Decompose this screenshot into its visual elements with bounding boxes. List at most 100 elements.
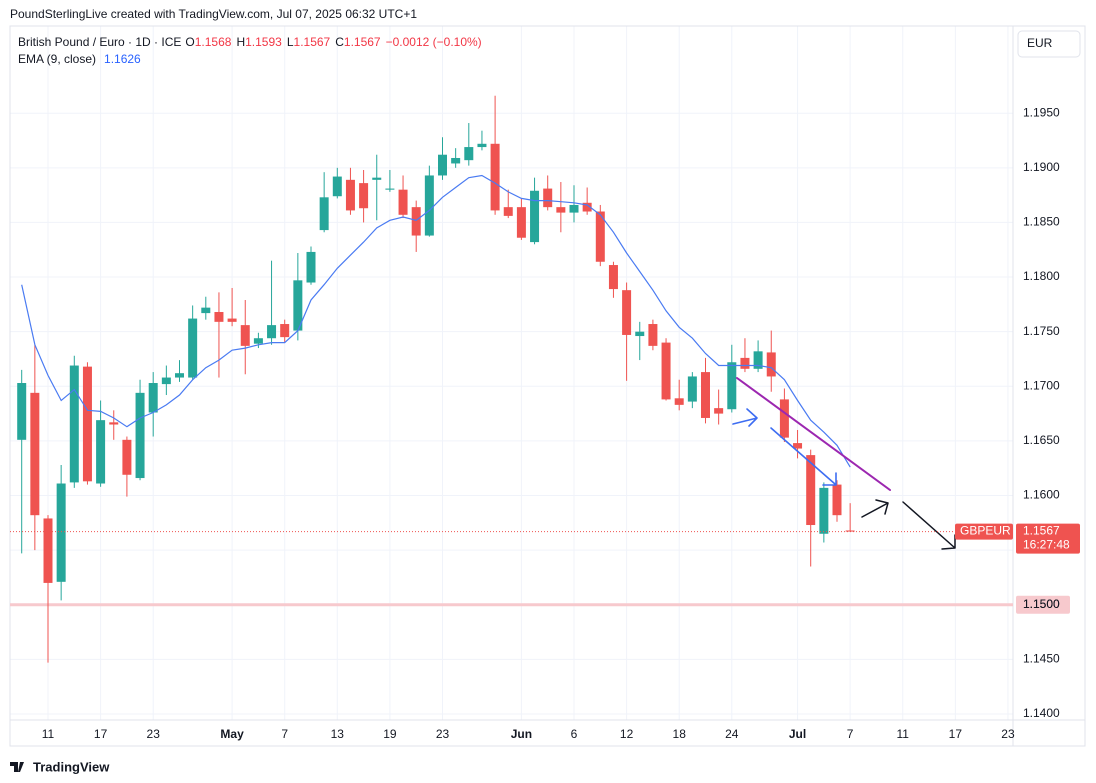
candle-body bbox=[43, 518, 53, 583]
candle-body bbox=[69, 365, 79, 483]
candle-body bbox=[674, 398, 684, 405]
candle-body bbox=[556, 207, 566, 213]
candle-body bbox=[424, 175, 434, 236]
legend-value: 1.1593 bbox=[245, 35, 282, 49]
currency[interactable]: EUR bbox=[1027, 36, 1053, 50]
candle-body bbox=[530, 190, 540, 243]
candle-body bbox=[385, 188, 395, 190]
x-tick-label: 13 bbox=[331, 727, 345, 741]
y-tick-label: 1.1500 bbox=[1023, 597, 1060, 611]
black-arrow bbox=[902, 501, 956, 550]
price-label: 1.1567 bbox=[1023, 524, 1060, 538]
candle-body bbox=[135, 392, 145, 479]
y-tick-label: 1.1450 bbox=[1023, 652, 1060, 666]
candle-body bbox=[464, 147, 474, 161]
candle-body bbox=[306, 251, 316, 283]
y-tick-label: 1.1800 bbox=[1023, 269, 1060, 283]
candle-body bbox=[56, 483, 66, 582]
candle-body bbox=[411, 207, 421, 236]
candle-body bbox=[635, 331, 645, 337]
candle-body bbox=[188, 318, 198, 378]
indicator-name: EMA (9, close) bbox=[18, 52, 96, 66]
ema bbox=[21, 174, 851, 468]
indicator-legend: EMA (9, close) 1.1626 bbox=[18, 52, 141, 66]
x-tick-label: 23 bbox=[1001, 727, 1015, 741]
trend-line bbox=[736, 377, 891, 491]
footer: TradingView bbox=[10, 759, 110, 774]
candle-body bbox=[398, 189, 408, 215]
change: −0.0012 (−0.10%) bbox=[386, 35, 482, 49]
x-tick-label: 11 bbox=[42, 727, 55, 741]
candle-body bbox=[280, 324, 290, 338]
blue-arrow bbox=[770, 427, 837, 486]
candle-body bbox=[819, 487, 829, 534]
candle-body bbox=[438, 154, 447, 176]
legend-value: 1.1567 bbox=[294, 35, 331, 49]
candle-body bbox=[622, 290, 632, 335]
candle-body bbox=[582, 202, 592, 212]
candles bbox=[17, 95, 855, 663]
candle-body bbox=[161, 377, 171, 385]
x-tick-label: 23 bbox=[436, 727, 450, 741]
candle-body bbox=[569, 204, 579, 213]
candle-body bbox=[148, 383, 158, 413]
level-label-box bbox=[1016, 595, 1070, 614]
candle-body bbox=[608, 265, 618, 290]
legend-label: H bbox=[236, 35, 245, 49]
y-tick-label: 1.1750 bbox=[1023, 324, 1060, 338]
level: 1.1500 bbox=[10, 595, 1070, 614]
candle-body bbox=[490, 143, 500, 211]
candle-body bbox=[122, 439, 132, 475]
candle-body bbox=[793, 443, 803, 449]
x-tick-label: 17 bbox=[949, 727, 963, 741]
drawings bbox=[732, 377, 956, 550]
candle-body bbox=[201, 307, 211, 314]
candle-body bbox=[516, 207, 526, 238]
x-tick-label: 18 bbox=[673, 727, 687, 741]
candle-body bbox=[227, 318, 237, 322]
indicator-value: 1.1626 bbox=[104, 52, 141, 66]
candle-body bbox=[740, 357, 750, 369]
blue-arrow bbox=[732, 408, 758, 427]
candle-body bbox=[595, 211, 605, 262]
legend-value: 1.1567 bbox=[344, 35, 381, 49]
x-tick-label: 23 bbox=[147, 727, 161, 741]
candle-body bbox=[82, 366, 92, 482]
candle-body bbox=[175, 373, 184, 378]
legend-label: L bbox=[287, 35, 294, 49]
legend: British Pound / Euro · 1D · ICE O1.1568 H1… bbox=[18, 35, 482, 49]
y-tick-label: 1.1700 bbox=[1023, 378, 1060, 392]
ema-line bbox=[21, 174, 851, 468]
y-tick-label: 1.1850 bbox=[1023, 215, 1060, 229]
candle-body bbox=[214, 312, 224, 322]
candle-body bbox=[30, 392, 40, 516]
candle-body bbox=[253, 338, 263, 344]
candle-body bbox=[701, 372, 710, 418]
credit: PoundSterlingLive created with TradingVi… bbox=[10, 7, 417, 21]
countdown: 16:27:48 bbox=[1023, 538, 1070, 552]
level-label: 1.1500 bbox=[1023, 597, 1060, 611]
candle-body bbox=[779, 399, 789, 438]
candle-body bbox=[17, 383, 27, 440]
candle-body bbox=[543, 188, 553, 208]
logo bbox=[10, 762, 24, 772]
x-tick-label: Jul bbox=[789, 727, 806, 741]
candle-body bbox=[766, 352, 776, 377]
candle-body bbox=[714, 408, 724, 414]
footer-brand: TradingView bbox=[33, 759, 110, 774]
currency-box[interactable] bbox=[1017, 30, 1081, 58]
x-tick-label: 11 bbox=[897, 727, 910, 741]
candle-body bbox=[845, 530, 855, 532]
x-tick-label: 17 bbox=[94, 727, 108, 741]
candle-body bbox=[753, 351, 763, 369]
legend-label: O bbox=[185, 35, 194, 49]
candle-body bbox=[372, 177, 382, 180]
candle-body bbox=[240, 325, 250, 346]
candle-body bbox=[806, 455, 816, 526]
y-tick-label: 1.1650 bbox=[1023, 433, 1060, 447]
x-tick-label: May bbox=[220, 727, 244, 741]
x-tick-label: 24 bbox=[725, 727, 739, 741]
x-tick-label: 6 bbox=[571, 727, 578, 741]
